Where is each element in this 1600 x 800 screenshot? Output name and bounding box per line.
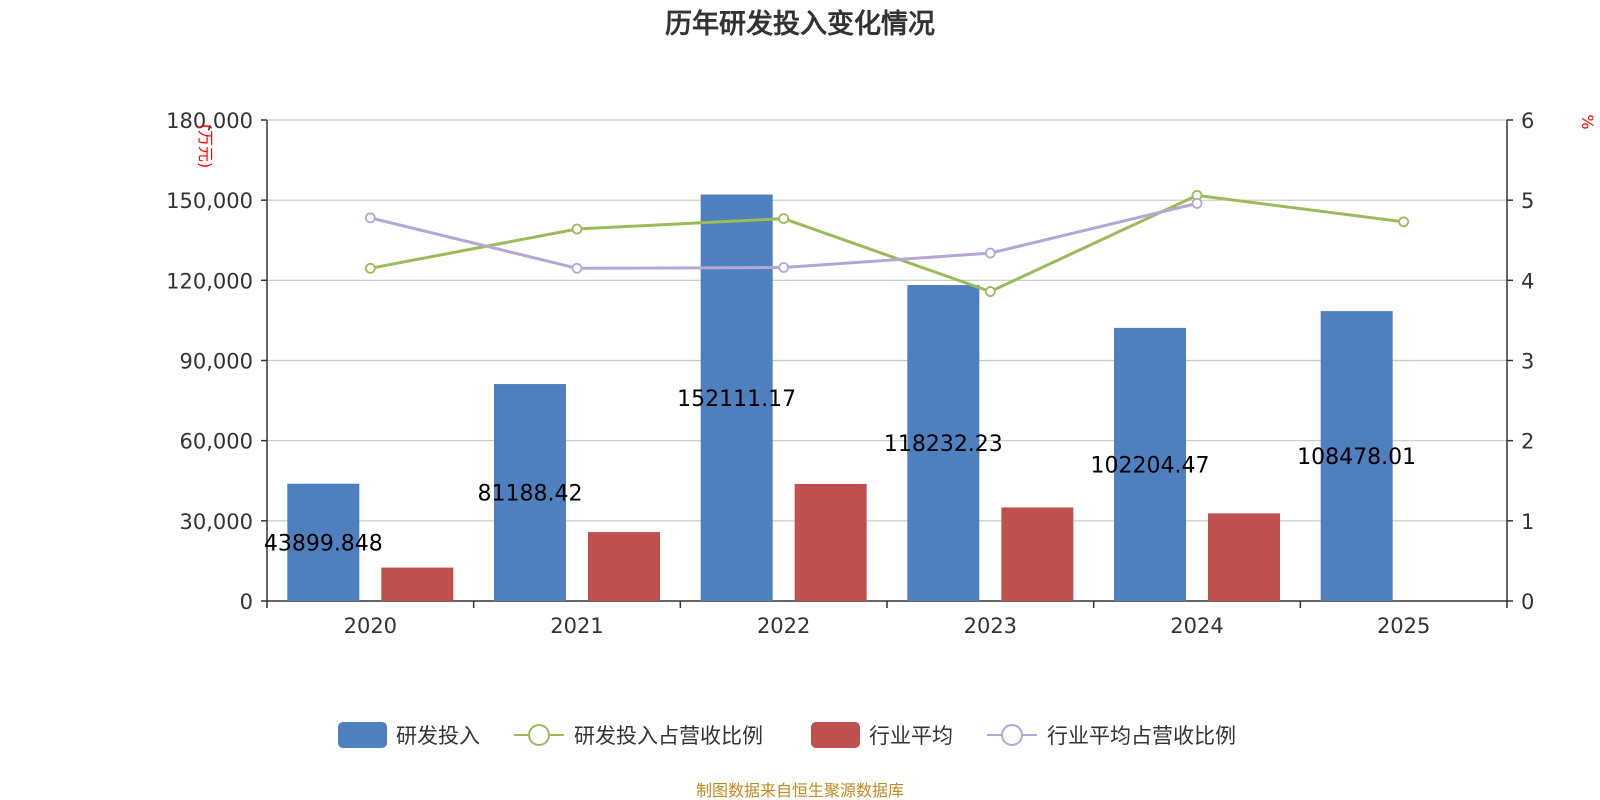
source-note: 制图数据来自恒生聚源数据库 (696, 781, 904, 800)
point-研发投入占营收比例 (778, 213, 790, 225)
right-axis-tick-label: 2 (1521, 430, 1534, 454)
legend-label: 行业平均占营收比例 (1047, 724, 1236, 748)
data-label: 108478.01 (1297, 445, 1416, 470)
line-行业平均占营收比例 (369, 201, 1198, 270)
left-axis-tick-label: 150,000 (166, 189, 253, 213)
bar-研发投入-2023 (907, 285, 980, 601)
point-行业平均占营收比例 (778, 262, 790, 273)
legend-label: 研发投入占营收比例 (574, 724, 763, 748)
bar-研发投入-2024 (1114, 327, 1186, 601)
x-axis-tick-label: 2020 (344, 614, 397, 638)
data-label: 118232.23 (884, 432, 1003, 457)
x-axis-tick-label: 2024 (1170, 614, 1223, 638)
point-行业平均占营收比例 (364, 212, 376, 224)
point-行业平均占营收比例 (984, 247, 996, 259)
right-axis-tick-label: 5 (1521, 189, 1534, 213)
legend: 研发投入 研发投入占营收比例 行业平均 行业平均占营收比例 (338, 722, 1236, 748)
right-axis-tick-label: 1 (1521, 510, 1534, 534)
bar-研发投入-2022 (700, 194, 773, 601)
x-axis-tick-label: 2021 (550, 614, 603, 638)
left-axis-tick-label: 60,000 (180, 430, 253, 454)
point-研发投入占营收比例 (984, 286, 996, 297)
data-label: 102204.47 (1091, 453, 1210, 478)
bar-行业平均-2021 (588, 532, 660, 601)
right-axis-tick-label: 0 (1521, 590, 1534, 614)
bar-研发投入-2020 (287, 483, 360, 601)
legend-label: 研发投入 (396, 724, 480, 748)
point-研发投入占营收比例 (1398, 216, 1410, 228)
data-label: 43899.848 (264, 531, 383, 556)
left-axis-tick-label: 30,000 (180, 510, 253, 534)
point-研发投入占营收比例 (571, 223, 583, 235)
right-axis-unit: % (1578, 114, 1597, 129)
right-axis-tick-label: 3 (1521, 350, 1534, 374)
right-axis-tick-label: 6 (1521, 109, 1534, 133)
x-axis-tick-label: 2023 (964, 614, 1017, 638)
point-行业平均占营收比例 (1191, 197, 1203, 209)
bar-行业平均-2020 (381, 567, 454, 601)
data-label: 152111.17 (677, 387, 796, 412)
bar-研发投入-2025 (1320, 311, 1393, 601)
legend-marker-研发投入占营收比例 (528, 724, 550, 746)
bar-行业平均-2024 (1208, 513, 1280, 601)
left-axis-tick-label: 120,000 (166, 269, 253, 293)
lines (364, 189, 1410, 297)
bars (287, 194, 1393, 601)
legend-label: 行业平均 (869, 724, 953, 748)
legend-swatch-行业平均 (811, 722, 860, 748)
x-axis-tick-label: 2022 (757, 614, 810, 638)
left-axis-unit: (万元) (196, 124, 215, 169)
left-axis-tick-label: 0 (240, 590, 253, 614)
left-axis-tick-label: 90,000 (180, 350, 253, 374)
legend-marker-行业平均占营收比例 (1001, 724, 1023, 746)
point-研发投入占营收比例 (364, 262, 376, 274)
x-axis-tick-label: 2025 (1377, 614, 1430, 638)
grid-lines (267, 119, 1507, 522)
left-axis-tick-label: 180,000 (166, 109, 253, 133)
point-行业平均占营收比例 (571, 262, 583, 274)
chart-title: 历年研发投入变化情况 (665, 8, 935, 40)
bar-行业平均-2023 (1001, 507, 1074, 601)
right-axis-tick-label: 4 (1521, 269, 1534, 293)
line-研发投入占营收比例 (370, 193, 1404, 294)
data-labels: 43899.848 81188.42 152111.17 118232.23 10220… (264, 387, 1416, 557)
bar-行业平均-2022 (794, 483, 867, 601)
data-label: 81188.42 (478, 482, 583, 507)
bar-研发投入-2021 (494, 384, 566, 601)
legend-swatch-研发投入 (338, 722, 387, 748)
axes: 0 30,000 60,000 90,000 120,000 150,000 180,000… (166, 109, 1534, 638)
